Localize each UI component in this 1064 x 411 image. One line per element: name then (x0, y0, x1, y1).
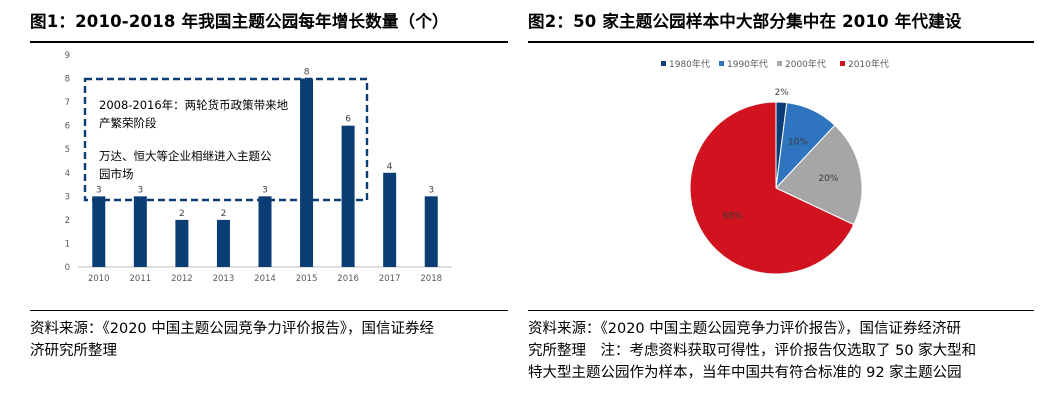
y-tick-label: 2 (65, 216, 70, 226)
figure-2-title: 图2：50 家主题公园样本中大部分集中在 2010 年代建设 (528, 12, 962, 31)
bar-data-label: 2 (179, 209, 185, 219)
pie-chart: 1980年代 1990年代 2000年代 2010年代 2% 10% 20% 68% (661, 58, 889, 275)
bar-data-label: 6 (345, 115, 351, 125)
bar-chart: 0 1 2 3 4 5 6 7 8 9 3 3 2 2 3 8 6 4 3 2010 2011 2012 2013 201… (65, 51, 452, 284)
bar-data-label: 3 (262, 185, 268, 195)
legend-label: 2000年代 (785, 58, 826, 70)
y-tick-label: 6 (65, 122, 70, 132)
bar-data-label: 4 (387, 162, 393, 172)
bar (92, 196, 106, 267)
x-tick-label: 2014 (254, 274, 276, 284)
bar (175, 219, 189, 267)
y-tick-label: 3 (65, 192, 70, 202)
x-tick-label: 2012 (171, 274, 193, 284)
legend-label: 2010年代 (848, 58, 889, 70)
bar (300, 78, 314, 267)
bar-data-label: 3 (96, 185, 102, 195)
pie-data-label: 20% (818, 174, 838, 184)
annotation-line-4: 园市场 (99, 167, 134, 181)
legend-swatch (840, 61, 845, 66)
x-tick-label: 2013 (213, 274, 235, 284)
legend-swatch (719, 61, 724, 66)
pie-data-label: 2% (775, 88, 790, 98)
x-tick-label: 2015 (296, 274, 318, 284)
bar (133, 196, 147, 267)
annotation-line-3: 万达、恒大等企业相继进入主题公 (99, 149, 272, 163)
x-tick-label: 2017 (379, 274, 401, 284)
y-tick-label: 8 (65, 75, 70, 85)
bar-data-label: 2 (221, 209, 227, 219)
figure-1-source-line-1: 资料来源：《2020 中国主题公园竞争力评价报告》，国信证券经 (30, 321, 435, 337)
figure-1-title: 图1：2010-2018 年我国主题公园每年增长数量（个） (30, 12, 449, 31)
y-tick-label: 0 (65, 263, 70, 273)
pie-slice (689, 101, 855, 275)
bar-data-label: 8 (304, 68, 310, 78)
x-tick-label: 2018 (420, 274, 442, 284)
bar (383, 172, 397, 267)
figure-2-source-line-1: 资料来源：《2020 中国主题公园竞争力评价报告》，国信证券经济研 (528, 321, 962, 337)
bar-data-label: 3 (137, 185, 143, 195)
x-tick-label: 2010 (88, 274, 110, 284)
figure-2-bottom-rule (528, 310, 1034, 311)
figure-2-source-line-3: 特大型主题公园作为样本，当年中国共有符合标准的 92 家主题公园 (528, 365, 962, 381)
pie-slice (775, 124, 863, 226)
y-tick-label: 7 (65, 98, 70, 108)
legend-label: 1990年代 (727, 58, 768, 70)
annotation-box (83, 77, 369, 202)
figure-1-source-line-2: 济研究所整理 (30, 343, 117, 359)
bar (424, 196, 438, 267)
legend-swatch (777, 61, 782, 66)
figure-2-source: 资料来源：《2020 中国主题公园竞争力评价报告》，国信证券经济研 究所整理 注… (528, 318, 1034, 384)
figure-2-source-line-2: 究所整理 注：考虑资料获取可得性，评价报告仅选取了 50 家大型和 (528, 343, 977, 359)
figure-1-source: 资料来源：《2020 中国主题公园竞争力评价报告》，国信证券经 济研究所整理 (30, 318, 508, 362)
pie-data-label: 68% (722, 212, 742, 222)
bar-data-label: 3 (428, 185, 434, 195)
y-tick-label: 4 (65, 169, 70, 179)
annotation-line-1: 2008-2016年：两轮货币政策带来地 (99, 98, 289, 112)
pie-data-label: 10% (788, 137, 808, 147)
annotation-line-2: 产繁荣阶段 (99, 116, 157, 130)
bar (258, 196, 272, 267)
bar (341, 125, 355, 268)
x-tick-label: 2011 (130, 274, 152, 284)
x-tick-label: 2016 (337, 274, 359, 284)
legend-swatch (661, 61, 666, 66)
figure-1-top-rule (30, 41, 508, 43)
bar (216, 219, 230, 267)
legend-label: 1980年代 (669, 58, 710, 70)
y-tick-label: 1 (65, 239, 70, 249)
figure-1-bottom-rule (30, 310, 508, 311)
y-tick-label: 5 (65, 145, 70, 155)
y-tick-label: 9 (65, 51, 70, 61)
figure-2-top-rule (528, 41, 1034, 43)
